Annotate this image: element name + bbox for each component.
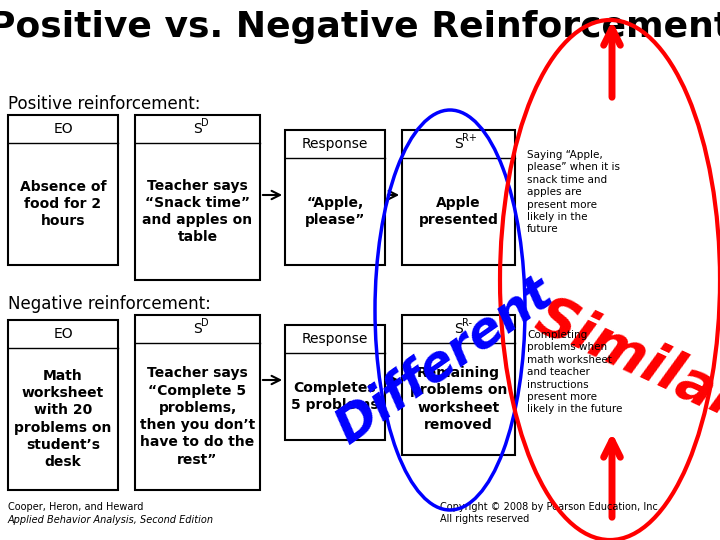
Text: Response: Response bbox=[302, 332, 368, 346]
Text: R-: R- bbox=[462, 318, 472, 328]
Bar bbox=[135, 315, 260, 490]
Text: Response: Response bbox=[302, 137, 368, 151]
Text: Similar: Similar bbox=[527, 289, 720, 431]
Text: Completes
5 problems: Completes 5 problems bbox=[291, 381, 379, 412]
Bar bbox=[8, 320, 118, 490]
Bar bbox=[135, 115, 260, 280]
Text: Applied Behavior Analysis, Second Edition: Applied Behavior Analysis, Second Editio… bbox=[8, 515, 214, 525]
Text: Teacher says
“Snack time”
and apples on
table: Teacher says “Snack time” and apples on … bbox=[143, 179, 253, 245]
Text: Apple
presented: Apple presented bbox=[418, 196, 498, 227]
Bar bbox=[8, 115, 118, 265]
Text: Remaining
problems on
worksheet
removed: Remaining problems on worksheet removed bbox=[410, 366, 507, 432]
Text: Saying “Apple,
please” when it is
snack time and
apples are
present more
likely : Saying “Apple, please” when it is snack … bbox=[527, 150, 620, 234]
Text: Absence of
food for 2
hours: Absence of food for 2 hours bbox=[19, 180, 107, 228]
Text: EO: EO bbox=[53, 122, 73, 136]
Text: Positive vs. Negative Reinforcement: Positive vs. Negative Reinforcement bbox=[0, 10, 720, 44]
Text: Completing
problems when
math worksheet
and teacher
instructions
present more
li: Completing problems when math worksheet … bbox=[527, 330, 622, 414]
Bar bbox=[285, 325, 385, 440]
Text: EO: EO bbox=[53, 327, 73, 341]
Text: Cooper, Heron, and Heward: Cooper, Heron, and Heward bbox=[8, 502, 143, 512]
Text: S: S bbox=[454, 137, 463, 151]
Text: Math
worksheet
with 20
problems on
student’s
desk: Math worksheet with 20 problems on stude… bbox=[14, 369, 112, 469]
Text: Copyright © 2008 by Pearson Education, Inc.
All rights reserved: Copyright © 2008 by Pearson Education, I… bbox=[440, 502, 661, 524]
Text: S: S bbox=[193, 122, 202, 136]
Bar bbox=[402, 130, 515, 265]
Text: D: D bbox=[201, 318, 209, 328]
Text: S: S bbox=[454, 322, 463, 336]
Text: R+: R+ bbox=[462, 133, 477, 143]
Bar bbox=[285, 130, 385, 265]
Text: Different: Different bbox=[327, 267, 563, 453]
Text: Positive reinforcement:: Positive reinforcement: bbox=[8, 95, 200, 113]
Text: D: D bbox=[201, 118, 209, 128]
Text: Teacher says
“Complete 5
problems,
then you don’t
have to do the
rest”: Teacher says “Complete 5 problems, then … bbox=[140, 366, 255, 467]
Text: “Apple,
please”: “Apple, please” bbox=[305, 196, 365, 227]
Text: S: S bbox=[193, 322, 202, 336]
Bar bbox=[402, 315, 515, 455]
Text: Negative reinforcement:: Negative reinforcement: bbox=[8, 295, 211, 313]
